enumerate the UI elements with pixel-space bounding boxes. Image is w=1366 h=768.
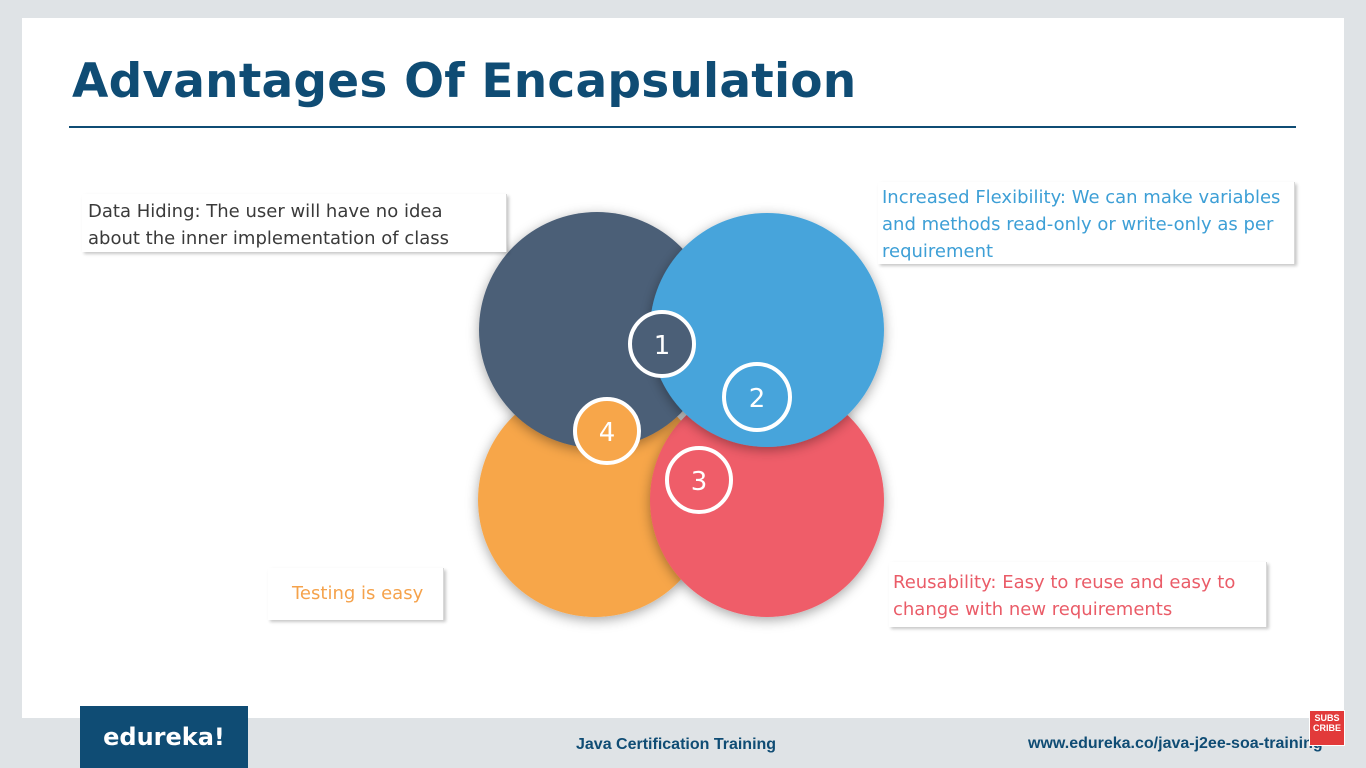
callout-data-hiding: Data Hiding: The user will have no idea … <box>82 194 507 252</box>
slide-title: Advantages Of Encapsulation <box>72 54 857 109</box>
callout-line: about the inner implementation of class <box>88 228 450 249</box>
circle-3 <box>650 383 884 617</box>
circle-2 <box>650 213 884 447</box>
subscribe-label-2: CRIBE <box>1312 723 1341 733</box>
callout-flexibility: Increased Flexibility: We can make varia… <box>878 182 1295 264</box>
subscribe-button[interactable]: SUBS CRIBE <box>1309 710 1345 746</box>
badge-2: 2 <box>722 362 792 432</box>
callout-line: Testing is easy <box>292 583 424 604</box>
badge-3-number: 3 <box>691 467 708 497</box>
footer-course-title: Java Certification Training <box>576 736 777 753</box>
callout-line: Reusability: Easy to reuse and easy to <box>893 572 1236 593</box>
slide: Advantages Of Encapsulation 1 2 3 4 <box>22 18 1344 718</box>
callout-line: Increased Flexibility: We can make varia… <box>882 187 1281 208</box>
callout-line: and methods read-only or write-only as p… <box>882 214 1274 235</box>
badge-2-number: 2 <box>749 384 766 414</box>
callout-line: Data Hiding: The user will have no idea <box>88 201 443 222</box>
badge-4-number: 4 <box>599 418 616 448</box>
title-underline <box>69 126 1296 128</box>
badge-1-number: 1 <box>654 331 671 361</box>
edureka-logo[interactable]: edureka! <box>80 706 248 768</box>
callout-line: change with new requirements <box>893 599 1173 620</box>
badge-1: 1 <box>628 310 696 378</box>
callout-reusability: Reusability: Easy to reuse and easy to c… <box>889 562 1267 627</box>
footer-url-link[interactable]: www.edureka.co/java-j2ee-soa-training <box>1028 735 1323 752</box>
callout-line: requirement <box>882 241 994 262</box>
circle-4 <box>478 383 712 617</box>
subscribe-label-1: SUBS <box>1314 713 1340 723</box>
badge-3: 3 <box>665 446 733 514</box>
callout-testing: Testing is easy <box>268 568 444 620</box>
badge-4: 4 <box>573 397 641 465</box>
encapsulation-diagram: 1 2 3 4 <box>478 212 884 617</box>
circle-1 <box>479 212 715 448</box>
